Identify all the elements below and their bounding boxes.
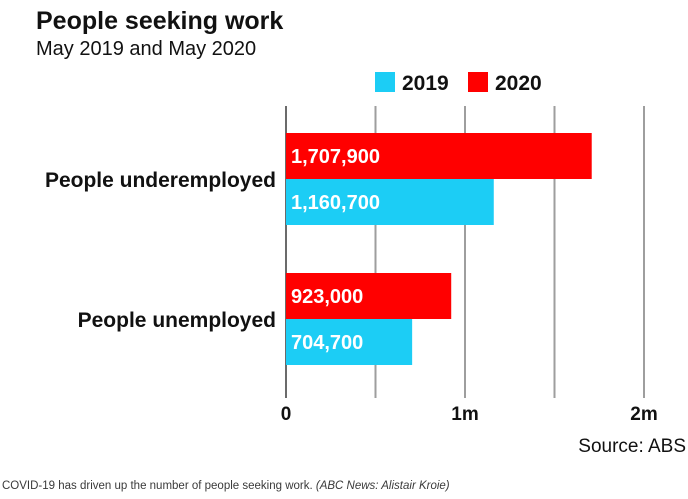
category-label: People underemployed xyxy=(45,169,276,192)
bar xyxy=(286,133,592,179)
image-caption: COVID-19 has driven up the number of peo… xyxy=(2,480,686,492)
x-tick-label: 0 xyxy=(281,404,292,425)
data-label: 1,160,700 xyxy=(291,192,380,214)
legend-label: 2020 xyxy=(495,72,542,95)
data-label: 704,700 xyxy=(291,332,363,354)
caption-text: COVID-19 has driven up the number of peo… xyxy=(2,480,313,492)
x-tick-label: 2m xyxy=(630,404,657,425)
bars: 1,707,900 1,160,700 923,000 704,700 xyxy=(286,133,592,365)
legend-swatch xyxy=(375,72,395,92)
bar xyxy=(286,273,452,319)
legend-label: 2019 xyxy=(402,72,449,95)
category-labels: People underemployed People unemployed xyxy=(45,169,276,332)
x-axis-tick-labels: 0 1m 2m xyxy=(281,404,658,425)
source-note: Source: ABS xyxy=(578,436,686,457)
data-label: 923,000 xyxy=(291,286,363,308)
legend: 2019 2020 xyxy=(375,72,542,95)
caption-credit: (ABC News: Alistair Kroie) xyxy=(315,480,450,492)
bar-chart: People seeking work May 2019 and May 202… xyxy=(36,7,686,457)
data-label: 1,707,900 xyxy=(291,146,380,168)
bar xyxy=(286,179,494,225)
bar xyxy=(286,319,413,365)
chart-subtitle: May 2019 and May 2020 xyxy=(36,38,256,60)
x-tick-label: 1m xyxy=(451,404,478,425)
legend-swatch xyxy=(468,72,488,92)
chart-title: People seeking work xyxy=(36,7,283,35)
category-label: People unemployed xyxy=(78,309,276,332)
